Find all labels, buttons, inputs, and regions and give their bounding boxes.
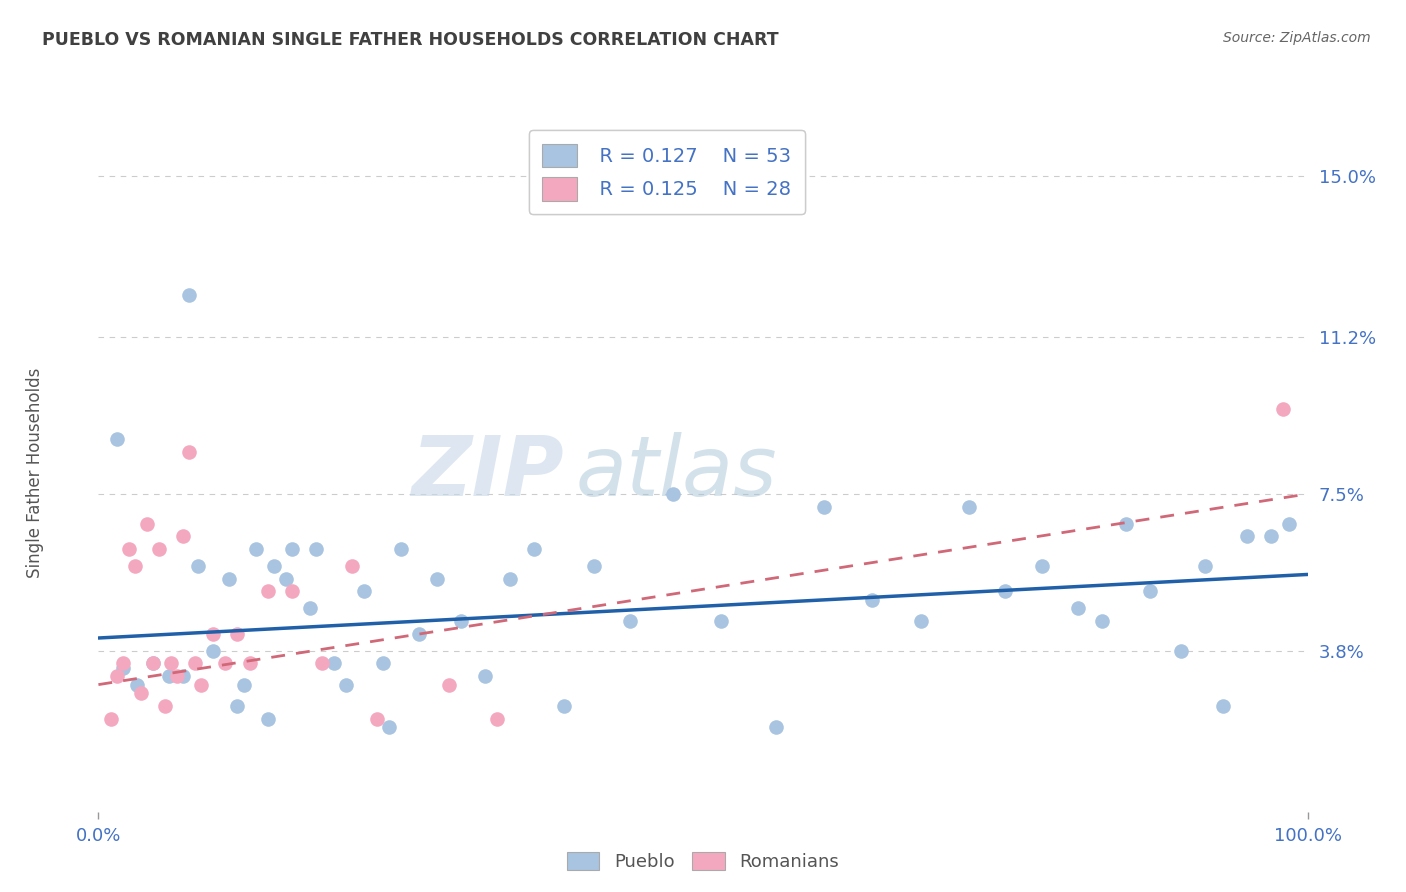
- Point: [450, 614, 472, 628]
- Point: [142, 657, 165, 671]
- Point: [353, 584, 375, 599]
- Point: [226, 626, 249, 640]
- Point: [860, 592, 883, 607]
- Point: [661, 487, 683, 501]
- Point: [813, 500, 835, 514]
- Point: [172, 529, 194, 543]
- Point: [389, 541, 412, 557]
- Point: [281, 584, 304, 599]
- Point: [202, 626, 225, 640]
- Point: [486, 712, 509, 726]
- Point: [1236, 529, 1258, 543]
- Point: [299, 601, 322, 615]
- Point: [142, 657, 165, 671]
- Point: [498, 572, 520, 586]
- Point: [127, 678, 149, 692]
- Point: [190, 678, 212, 692]
- Point: [1194, 558, 1216, 574]
- Text: PUEBLO VS ROMANIAN SINGLE FATHER HOUSEHOLDS CORRELATION CHART: PUEBLO VS ROMANIAN SINGLE FATHER HOUSEHO…: [42, 31, 779, 49]
- Point: [366, 712, 388, 726]
- Point: [256, 712, 278, 726]
- Point: [187, 558, 209, 574]
- Text: atlas: atlas: [576, 433, 778, 513]
- Text: Source: ZipAtlas.com: Source: ZipAtlas.com: [1223, 31, 1371, 45]
- Point: [523, 541, 546, 557]
- Point: [342, 558, 364, 574]
- Point: [157, 669, 180, 683]
- Point: [1031, 558, 1053, 574]
- Point: [239, 657, 262, 671]
- Point: [202, 644, 225, 658]
- Legend: Pueblo, Romanians: Pueblo, Romanians: [560, 845, 846, 879]
- Point: [153, 698, 176, 713]
- Point: [1272, 402, 1295, 417]
- Point: [474, 669, 496, 683]
- Point: [1139, 584, 1161, 599]
- Point: [710, 614, 733, 628]
- Point: [179, 444, 201, 458]
- Point: [957, 500, 980, 514]
- Point: [226, 698, 249, 713]
- Point: [311, 657, 333, 671]
- Point: [105, 669, 128, 683]
- Point: [1115, 516, 1137, 531]
- Point: [1170, 644, 1192, 658]
- Point: [583, 558, 606, 574]
- Point: [1260, 529, 1282, 543]
- Point: [335, 678, 357, 692]
- Point: [1212, 698, 1234, 713]
- Point: [179, 287, 201, 301]
- Point: [148, 541, 170, 557]
- Legend:   R = 0.127    N = 53,   R = 0.125    N = 28: R = 0.127 N = 53, R = 0.125 N = 28: [529, 130, 804, 214]
- Point: [323, 657, 346, 671]
- Point: [765, 720, 787, 734]
- Point: [910, 614, 932, 628]
- Point: [426, 572, 449, 586]
- Point: [1278, 516, 1301, 531]
- Point: [256, 584, 278, 599]
- Point: [105, 432, 128, 446]
- Point: [111, 657, 134, 671]
- Point: [214, 657, 236, 671]
- Point: [245, 541, 267, 557]
- Point: [371, 657, 394, 671]
- Point: [619, 614, 641, 628]
- Point: [274, 572, 297, 586]
- Point: [281, 541, 304, 557]
- Point: [263, 558, 285, 574]
- Text: ZIP: ZIP: [412, 433, 564, 513]
- Point: [166, 669, 188, 683]
- Point: [160, 657, 183, 671]
- Point: [305, 541, 328, 557]
- Point: [994, 584, 1017, 599]
- Point: [232, 678, 254, 692]
- Point: [172, 669, 194, 683]
- Point: [437, 678, 460, 692]
- Point: [100, 712, 122, 726]
- Point: [124, 558, 146, 574]
- Text: Single Father Households: Single Father Households: [27, 368, 44, 578]
- Point: [377, 720, 399, 734]
- Point: [135, 516, 157, 531]
- Point: [1067, 601, 1090, 615]
- Point: [553, 698, 575, 713]
- Point: [218, 572, 240, 586]
- Point: [408, 626, 430, 640]
- Point: [129, 686, 152, 700]
- Point: [111, 660, 134, 674]
- Point: [1091, 614, 1114, 628]
- Point: [118, 541, 141, 557]
- Point: [184, 657, 207, 671]
